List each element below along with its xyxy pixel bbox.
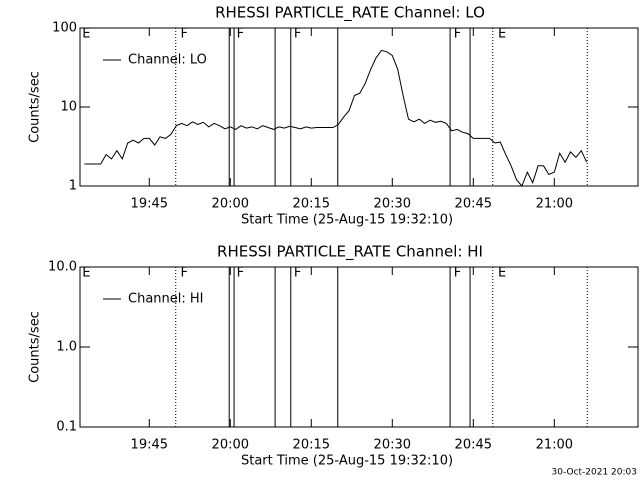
x-tick-label: 20:30 [374,197,411,212]
flag-label: E [82,266,90,281]
y-tick-label: 10 [60,100,77,115]
x-tick-label: 20:00 [212,438,249,453]
y-tick-label: 100 [52,21,77,36]
data-line [84,49,588,187]
flag-label: E [82,27,90,42]
flag-label: F [237,266,244,281]
x-tick-label: 21:00 [536,197,573,212]
chart-title: RHESSI PARTICLE_RATE Channel: LO [215,4,485,23]
x-tick-label: 20:45 [455,197,492,212]
x-tick-label: 20:15 [293,197,330,212]
legend-label: Channel: LO [128,53,207,68]
y-tick-label: 1 [69,179,77,194]
x-tick-label: 21:00 [536,438,573,453]
footer-date: 30-Oct-2021 20:03 [552,468,637,478]
flag-label: F [294,27,301,42]
flag-label: F [181,266,188,281]
flag-label: F [237,27,244,42]
y-axis-label: Counts/sec [28,71,43,143]
x-tick-label: 20:45 [455,438,492,453]
x-tick-label: 20:15 [293,438,330,453]
x-axis-label: Start Time (25-Aug-15 19:32:10) [241,213,453,228]
chart-title: RHESSI PARTICLE_RATE Channel: HI [217,243,483,262]
y-tick-label: 1.0 [56,340,77,355]
flag-label: F [181,27,188,42]
legend-label: Channel: HI [128,292,204,307]
x-axis-label: Start Time (25-Aug-15 19:32:10) [241,454,453,469]
x-tick-label: 19:45 [131,197,168,212]
flag-label: F [454,27,461,42]
flag-label: F [454,266,461,281]
flag-label: E [498,266,506,281]
flag-label: F [294,266,301,281]
y-axis-label: Counts/sec [28,311,43,383]
x-tick-label: 20:00 [212,197,249,212]
y-tick-label: 0.1 [56,420,77,435]
flag-label: E [498,27,506,42]
x-tick-label: 19:45 [131,438,168,453]
x-tick-label: 20:30 [374,438,411,453]
y-tick-label: 10.0 [48,260,77,275]
